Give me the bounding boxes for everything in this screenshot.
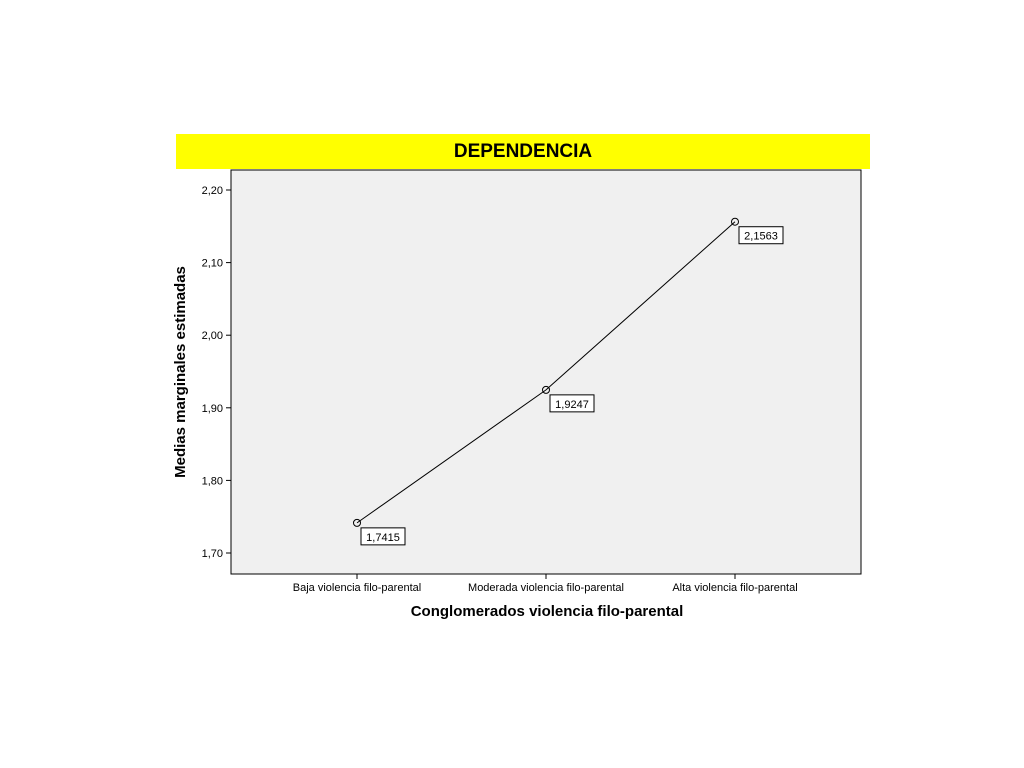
y-tick-label: 2,00 <box>202 330 223 342</box>
data-label: 1,9247 <box>555 399 589 411</box>
x-axis-title: Conglomerados violencia filo-parental <box>411 603 684 620</box>
x-tick-label: Baja violencia filo-parental <box>293 582 421 594</box>
data-point <box>353 518 361 527</box>
y-axis: 1,70 1,80 1,90 2,00 2,10 2,20 <box>202 185 231 560</box>
data-label-box <box>549 394 595 413</box>
y-tick-label: 1,80 <box>202 475 223 487</box>
data-label: 2,1563 <box>744 231 778 243</box>
series-line <box>356 221 736 524</box>
x-tick-label: Moderada violencia filo-parental <box>468 582 624 594</box>
data-label-box <box>360 527 406 546</box>
data-label: 1,7415 <box>366 532 400 544</box>
data-label-box <box>738 226 784 245</box>
y-tick-label: 2,20 <box>202 185 223 197</box>
x-tick-label: Alta violencia filo-parental <box>672 582 797 594</box>
y-tick-label: 1,90 <box>202 403 223 415</box>
y-axis-title: Medias marginales estimadas <box>172 266 189 478</box>
data-point <box>731 217 739 226</box>
y-tick-label: 1,70 <box>202 548 223 560</box>
x-axis: Baja violencia filo-parental Moderada vio… <box>293 574 798 594</box>
chart-title: DEPENDENCIA <box>453 140 593 162</box>
chart-title-banner: DEPENDENCIA <box>176 134 870 169</box>
series-layer: 1,7415 1,9247 2,1563 <box>353 217 784 546</box>
data-point <box>542 385 550 394</box>
y-tick-label: 2,10 <box>202 258 223 270</box>
